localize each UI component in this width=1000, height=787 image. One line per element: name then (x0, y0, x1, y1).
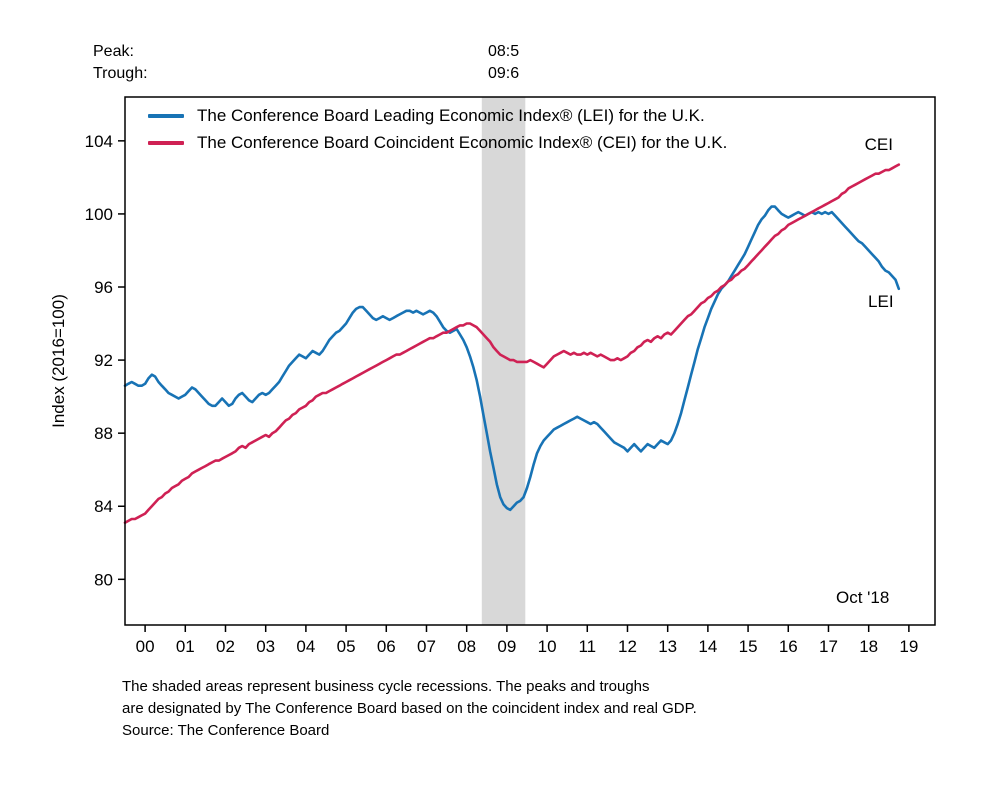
x-tick-label: 11 (578, 637, 596, 656)
y-tick-label: 104 (85, 132, 113, 151)
footnote-line-1: The shaded areas represent business cycl… (122, 678, 650, 695)
y-axis-title: Index (2016=100) (49, 294, 68, 428)
x-tick-label: 07 (417, 637, 436, 656)
x-tick-label: 18 (859, 637, 878, 656)
x-tick-label: 08 (457, 637, 476, 656)
x-tick-label: 04 (296, 637, 315, 656)
legend: The Conference Board Leading Economic In… (148, 106, 727, 153)
y-tick-label: 96 (94, 278, 113, 297)
peak-value: 08:5 (487, 43, 520, 60)
series-line-lei (123, 205, 901, 512)
legend-label: The Conference Board Leading Economic In… (197, 106, 705, 125)
x-tick-label: 12 (618, 637, 637, 656)
y-tick-label: 84 (94, 497, 113, 516)
trough-value: 09:6 (487, 65, 520, 82)
y-tick-label: 80 (94, 570, 113, 589)
y-tick-label: 88 (94, 424, 113, 443)
footnote-line-3: Source: The Conference Board (122, 722, 330, 739)
cei-line-label: CEI (864, 134, 893, 154)
legend-swatch (148, 141, 184, 145)
x-tick-label: 15 (739, 637, 758, 656)
series-line-cei (123, 163, 901, 524)
y-tick-label: 92 (94, 351, 113, 370)
x-tick-label: 03 (256, 637, 275, 656)
footnote: The shaded areas represent business cycl… (122, 676, 697, 742)
y-tick-label: 100 (85, 205, 113, 224)
legend-swatch (148, 114, 184, 118)
plot-frame (124, 96, 936, 626)
x-tick-label: 05 (337, 637, 356, 656)
footnote-line-2: are designated by The Conference Board b… (122, 700, 697, 717)
x-tick-label: 01 (176, 637, 195, 656)
x-tick-label: 06 (377, 637, 396, 656)
x-tick-label: 19 (899, 637, 918, 656)
peak-label: Peak: (93, 43, 134, 60)
x-tick-label: 00 (136, 637, 155, 656)
x-tick-label: 16 (779, 637, 798, 656)
legend-label: The Conference Board Coincident Economic… (197, 133, 728, 152)
lei-line-label: LEI (868, 291, 894, 311)
x-tick-label: 17 (819, 637, 838, 656)
trough-label: Trough: (93, 65, 148, 82)
last-date-annotation: Oct '18 (836, 588, 890, 607)
x-tick-label: 14 (698, 637, 717, 656)
x-tick-label: 10 (538, 637, 557, 656)
x-tick-label: 09 (497, 637, 516, 656)
legend-item: The Conference Board Leading Economic In… (148, 106, 727, 126)
legend-item: The Conference Board Coincident Economic… (148, 133, 727, 153)
x-tick-label: 02 (216, 637, 235, 656)
x-tick-label: 13 (658, 637, 677, 656)
